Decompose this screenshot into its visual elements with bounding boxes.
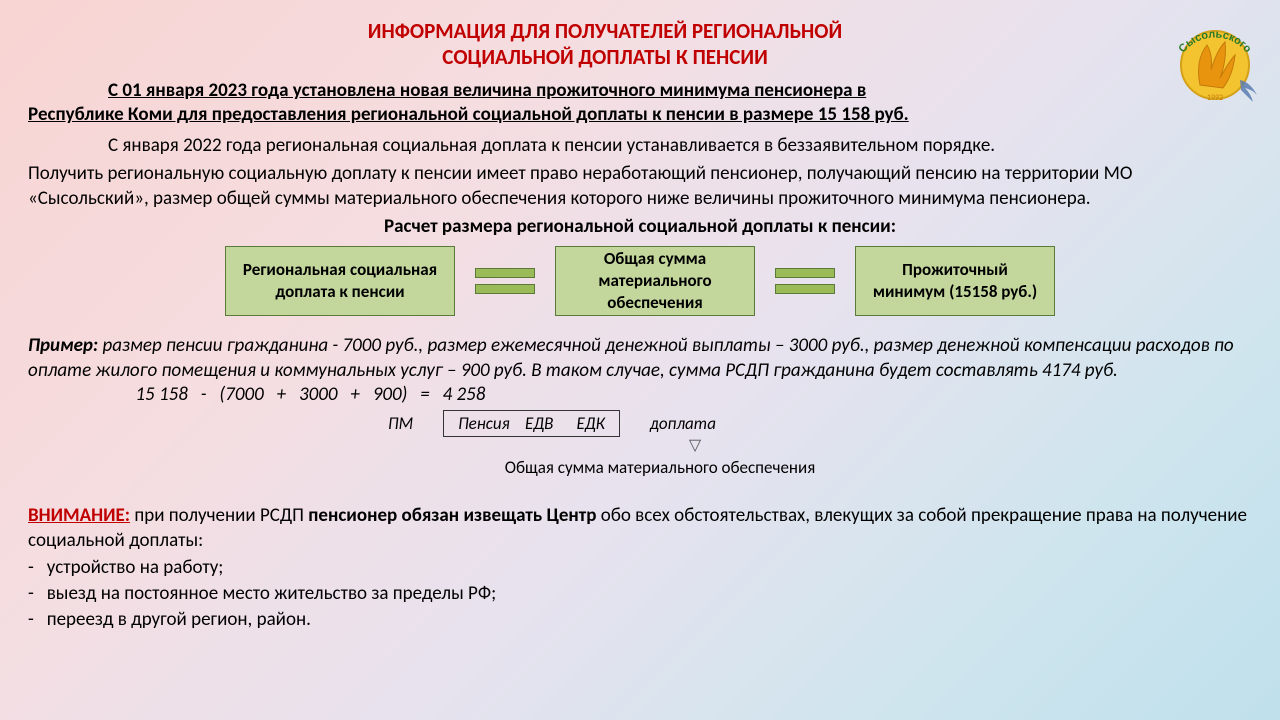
bullet-item: переезд в другой регион, район. xyxy=(28,607,1252,633)
formula-box-total: Общая сумма материального обеспечения xyxy=(555,246,755,316)
title-line2: СОЦИАЛЬНОЙ ДОПЛАТЫ К ПЕНСИИ xyxy=(442,44,768,70)
formula-box-minimum: Прожиточный минимум (15158 руб.) xyxy=(855,246,1055,316)
equation-inline: 15 158 - (7000 + 3000 + 900) = 4 258 xyxy=(28,383,485,406)
equals-icon xyxy=(775,268,835,294)
calc-title: Расчет размера региональной социальной д… xyxy=(28,215,1252,238)
title-line1: ИНФОРМАЦИЯ ДЛЯ ПОЛУЧАТЕЛЕЙ РЕГИОНАЛЬНОЙ xyxy=(368,18,842,44)
bullets-list: устройство на работу; выезд на постоянно… xyxy=(28,555,1252,632)
example-paragraph: Пример: размер пенсии гражданина - 7000 … xyxy=(28,334,1252,408)
example-label: Пример: xyxy=(28,334,98,357)
formula-box-rsdp: Региональная социальная доплата к пенсии xyxy=(225,246,455,316)
subtitle-line1: С 01 января 2023 года установлена новая … xyxy=(108,79,866,102)
main-title: ИНФОРМАЦИЯ ДЛЯ ПОЛУЧАТЕЛЕЙ РЕГИОНАЛЬНОЙ … xyxy=(28,18,1252,71)
total-sum-label: Общая сумма материального обеспечения xyxy=(68,457,1252,478)
arrow-down-icon: ▽ xyxy=(138,435,1252,455)
attention-bold: пенсионер обязан извещать Центр xyxy=(308,504,596,527)
subtitle: С 01 января 2023 года установлена новая … xyxy=(28,79,1252,128)
org-logo: Сысольского 1992 xyxy=(1165,10,1265,110)
formula-diagram: Региональная социальная доплата к пенсии… xyxy=(28,246,1252,316)
bullet-item: выезд на постоянное место жительство за … xyxy=(28,581,1252,607)
attention-label: ВНИМАНИЕ: xyxy=(28,504,130,527)
paragraph-2: Получить региональную социальную доплату… xyxy=(28,162,1252,211)
eq-label-doplata: доплата xyxy=(650,413,716,434)
paragraph-1: С января 2022 года региональная социальн… xyxy=(28,134,1252,158)
subtitle-line2: Республике Коми для предоставления регио… xyxy=(28,103,909,126)
eq-label-components-box: Пенсия ЕДВ ЕДК xyxy=(443,410,620,437)
equation-labels: ПМ Пенсия ЕДВ ЕДК доплата xyxy=(388,410,1252,437)
equals-icon xyxy=(475,268,535,294)
svg-text:1992: 1992 xyxy=(1207,93,1223,103)
eq-label-pm: ПМ xyxy=(388,413,413,434)
bullet-item: устройство на работу; xyxy=(28,555,1252,581)
attention-paragraph: ВНИМАНИЕ: при получении РСДП пенсионер о… xyxy=(28,504,1252,553)
